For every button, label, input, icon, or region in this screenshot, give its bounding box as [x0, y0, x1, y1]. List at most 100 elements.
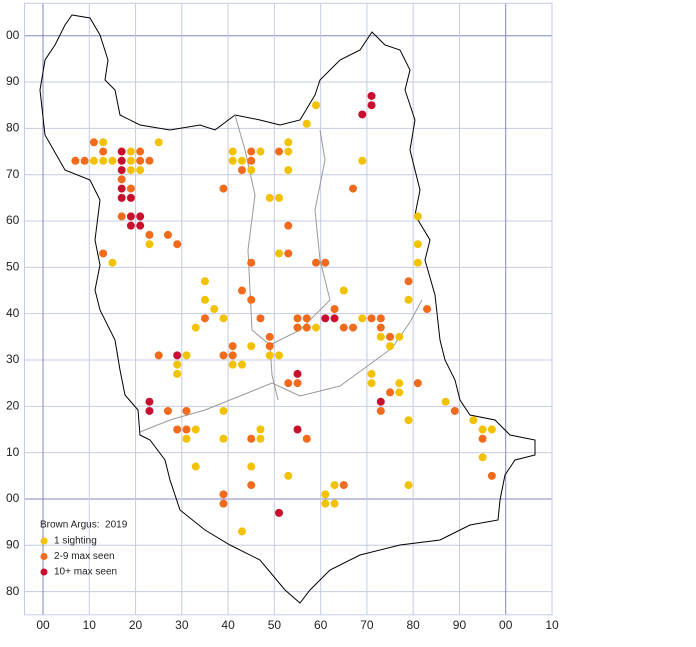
record-dot: [126, 212, 135, 221]
record-dot: [237, 166, 246, 175]
record-dot: [413, 212, 422, 221]
y-tick-label: 10: [6, 445, 20, 459]
record-dot: [247, 342, 256, 351]
y-tick-label: 50: [6, 260, 20, 274]
record-dot: [117, 156, 126, 165]
record-dot: [274, 351, 283, 360]
y-tick-label: 30: [6, 352, 20, 366]
x-tick-label: 60: [314, 618, 328, 632]
record-dot: [321, 314, 330, 323]
record-dot: [404, 295, 413, 304]
record-dot: [126, 193, 135, 202]
legend-marker: [40, 568, 48, 576]
record-dot: [367, 314, 376, 323]
record-dot: [173, 425, 182, 434]
record-dot: [126, 156, 135, 165]
record-dot: [293, 379, 302, 388]
record-dot: [330, 314, 339, 323]
record-dot: [108, 258, 117, 267]
record-dot: [117, 184, 126, 193]
record-dot: [154, 351, 163, 360]
record-dot: [349, 323, 358, 332]
record-dot: [293, 425, 302, 434]
x-tick-label: 90: [453, 618, 467, 632]
record-dot: [367, 91, 376, 100]
y-tick-label: 00: [6, 28, 20, 42]
record-dot: [154, 138, 163, 147]
record-dot: [219, 490, 228, 499]
x-tick-label: 50: [268, 618, 282, 632]
record-dot: [117, 175, 126, 184]
record-dot: [247, 295, 256, 304]
record-dot: [358, 156, 367, 165]
record-dot: [145, 406, 154, 415]
record-dot: [395, 388, 404, 397]
record-dot: [404, 277, 413, 286]
record-dot: [274, 193, 283, 202]
record-dot: [302, 323, 311, 332]
county-outline: [39, 14, 536, 604]
x-tick-label: 00: [36, 618, 50, 632]
record-dot: [330, 499, 339, 508]
record-dot: [228, 351, 237, 360]
record-dot: [117, 147, 126, 156]
record-dot: [284, 166, 293, 175]
x-tick-label: 30: [175, 618, 189, 632]
record-dot: [145, 156, 154, 165]
records: [71, 91, 496, 536]
record-dot: [136, 221, 145, 230]
record-dot: [99, 138, 108, 147]
record-dot: [339, 481, 348, 490]
y-tick-label: 60: [6, 213, 20, 227]
record-dot: [441, 397, 450, 406]
y-tick-label: 80: [6, 121, 20, 135]
record-dot: [200, 277, 209, 286]
record-dot: [487, 471, 496, 480]
record-dot: [219, 314, 228, 323]
record-dot: [386, 332, 395, 341]
record-dot: [321, 258, 330, 267]
record-dot: [284, 471, 293, 480]
record-dot: [126, 221, 135, 230]
record-dot: [256, 314, 265, 323]
record-dot: [265, 342, 274, 351]
record-dot: [136, 147, 145, 156]
x-tick-label: 20: [129, 618, 143, 632]
legend-marker: [40, 537, 48, 545]
record-dot: [99, 147, 108, 156]
record-dot: [404, 416, 413, 425]
record-dot: [265, 332, 274, 341]
record-dot: [219, 499, 228, 508]
record-dot: [293, 314, 302, 323]
record-dot: [274, 249, 283, 258]
record-dot: [312, 258, 321, 267]
record-dot: [413, 258, 422, 267]
record-dot: [312, 323, 321, 332]
record-dot: [145, 397, 154, 406]
record-dot: [219, 351, 228, 360]
record-dot: [284, 138, 293, 147]
record-dot: [330, 305, 339, 314]
record-dot: [274, 508, 283, 517]
y-tick-label: 00: [6, 491, 20, 505]
record-dot: [247, 434, 256, 443]
record-dot: [478, 434, 487, 443]
record-dot: [386, 388, 395, 397]
record-dot: [163, 406, 172, 415]
record-dot: [478, 425, 487, 434]
record-dot: [265, 193, 274, 202]
record-dot: [358, 110, 367, 119]
record-dot: [173, 369, 182, 378]
record-dot: [228, 147, 237, 156]
record-dot: [312, 101, 321, 110]
record-dot: [247, 147, 256, 156]
record-dot: [247, 258, 256, 267]
record-dot: [173, 351, 182, 360]
record-dot: [126, 147, 135, 156]
record-dot: [413, 379, 422, 388]
y-tick-label: 90: [6, 537, 20, 551]
x-tick-label: 70: [360, 618, 374, 632]
legend-label: 1 sighting: [54, 536, 97, 547]
record-dot: [265, 351, 274, 360]
